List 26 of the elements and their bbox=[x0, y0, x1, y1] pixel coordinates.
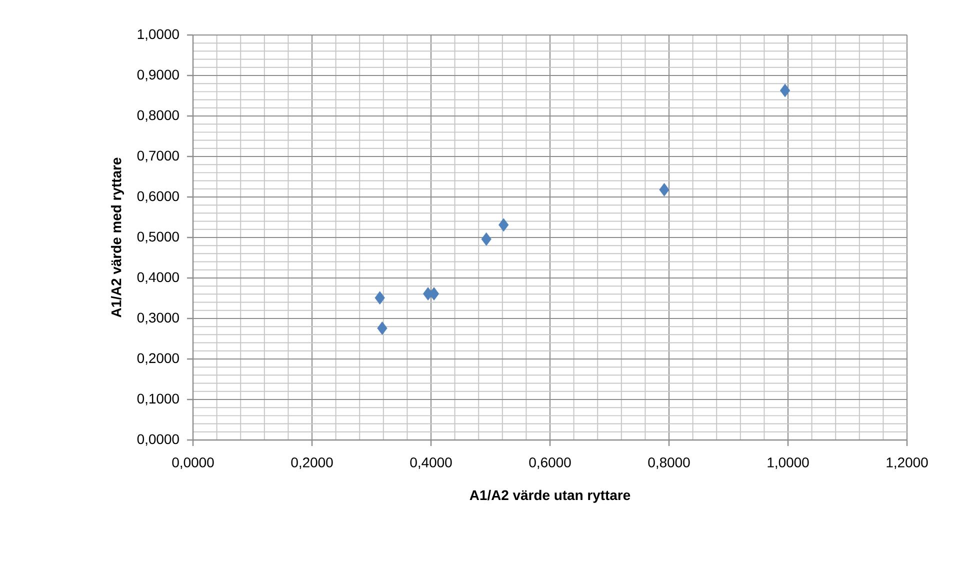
x-tick-label: 1,0000 bbox=[768, 457, 809, 470]
y-tick-label: 0,4000 bbox=[137, 272, 179, 284]
y-tick-label: 0,7000 bbox=[137, 150, 179, 162]
x-tick-label: 1,2000 bbox=[886, 457, 928, 470]
y-axis-title: A1/A2 värde med ryttare bbox=[110, 158, 124, 318]
x-axis-title: A1/A2 värde utan ryttare bbox=[470, 490, 630, 503]
y-tick-label: 0,5000 bbox=[137, 232, 179, 244]
y-tick-label: 0,1000 bbox=[137, 394, 179, 406]
y-tick-label: 0,8000 bbox=[137, 110, 179, 122]
y-tick-label: 1,0000 bbox=[138, 29, 179, 41]
point bbox=[374, 291, 385, 305]
point bbox=[659, 182, 670, 196]
point bbox=[498, 218, 509, 232]
y-tick-label: 0,2000 bbox=[137, 353, 179, 365]
x-tick-label: 0,6000 bbox=[529, 457, 571, 470]
y-tick-label: 0,9000 bbox=[137, 70, 179, 82]
y-tick-label: 0,0000 bbox=[137, 434, 179, 446]
x-tick-label: 0,0000 bbox=[172, 457, 214, 470]
y-tick-label: 0,6000 bbox=[137, 191, 179, 203]
x-tick-label: 0,2000 bbox=[291, 457, 333, 470]
point bbox=[377, 322, 388, 335]
x-tick-label: 0,4000 bbox=[410, 457, 452, 470]
point bbox=[780, 84, 790, 98]
y-tick-label: 0,3000 bbox=[137, 312, 179, 324]
point bbox=[481, 232, 492, 246]
x-tick-label: 0,8000 bbox=[648, 457, 690, 470]
